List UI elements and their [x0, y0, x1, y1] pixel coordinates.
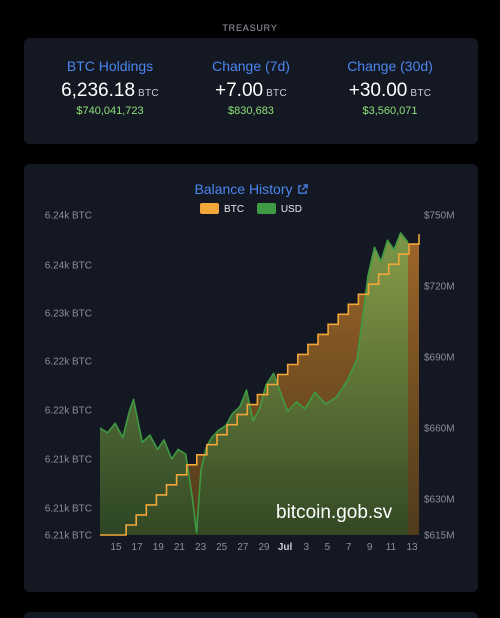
x-tick: 15 — [110, 542, 122, 553]
legend-swatch-btc — [200, 203, 220, 214]
y-right-tick: $750M — [424, 211, 455, 222]
y-left-tick: 6.22k BTC — [45, 406, 92, 417]
legend-item-usd[interactable]: USD — [256, 203, 302, 215]
stat-label: Change (7d) — [212, 58, 290, 74]
chart-title[interactable]: Balance History — [24, 181, 478, 198]
stat-label: Change (30d) — [347, 58, 433, 74]
balance-history-chart: 6.21k BTC 6.21k BTC 6.21k BTC 6.22k BTC 6.22… — [45, 211, 455, 554]
stat-unit: BTC — [138, 88, 159, 99]
stat-usd: $3,560,071 — [362, 105, 418, 117]
balance-history-card: Balance History BTC USD 6.21k BTC 6.21k B… — [24, 164, 478, 592]
x-tick: 7 — [346, 542, 352, 553]
x-tick: 23 — [195, 542, 207, 553]
stat-value: +30.00 BTC — [348, 80, 432, 101]
stat-value: 6,236.18 BTC — [61, 80, 159, 101]
x-tick: 3 — [304, 542, 310, 553]
y-right-tick: $690M — [424, 353, 455, 364]
stat-unit: BTC — [266, 88, 287, 99]
legend-swatch-usd — [256, 203, 276, 214]
x-tick: 21 — [174, 542, 186, 553]
x-tick: 27 — [237, 542, 249, 553]
section-header: TREASURY — [222, 23, 278, 33]
x-tick: 19 — [153, 542, 165, 553]
y-right-tick: $630M — [424, 495, 455, 506]
y-right-tick: $615M — [424, 531, 455, 542]
usd-line — [99, 232, 409, 534]
y-left-tick: 6.21k BTC — [45, 504, 92, 515]
x-tick: 5 — [325, 542, 331, 553]
watermark: bitcoin.gob.sv — [276, 502, 393, 523]
next-card-edge — [24, 612, 478, 618]
x-tick: 25 — [216, 542, 228, 553]
stat-usd: $740,041,723 — [76, 105, 144, 117]
y-right-tick: $660M — [424, 424, 455, 435]
x-tick: 17 — [132, 542, 144, 553]
legend-item-btc[interactable]: BTC — [200, 203, 244, 215]
x-tick: Jul — [278, 542, 293, 553]
y-left-tick: 6.24k BTC — [45, 261, 92, 272]
external-link-icon[interactable] — [297, 182, 308, 198]
stat-label: BTC Holdings — [66, 58, 154, 74]
stat-usd: $830,683 — [228, 105, 274, 117]
stats-card: BTC Holdings 6,236.18 BTC $740,041,723 Ch… — [24, 38, 478, 144]
btc-step-line — [100, 234, 420, 536]
y-left-tick: 6.21k BTC — [45, 455, 92, 466]
usd-area — [100, 233, 409, 535]
y-left-tick: 6.22k BTC — [45, 357, 92, 368]
y-right-tick: $720M — [424, 282, 455, 293]
y-left-tick: 6.21k BTC — [45, 531, 92, 542]
y-left-tick: 6.24k BTC — [45, 211, 92, 222]
stat-value: +7.00 BTC — [215, 80, 287, 101]
x-tick: 11 — [386, 542, 397, 553]
x-tick: 9 — [367, 542, 373, 553]
y-left-tick: 6.23k BTC — [45, 309, 92, 320]
x-tick: 13 — [406, 542, 418, 553]
stat-unit: BTC — [410, 88, 432, 99]
x-tick: 29 — [258, 542, 270, 553]
chart-legend: BTC USD — [24, 203, 478, 215]
